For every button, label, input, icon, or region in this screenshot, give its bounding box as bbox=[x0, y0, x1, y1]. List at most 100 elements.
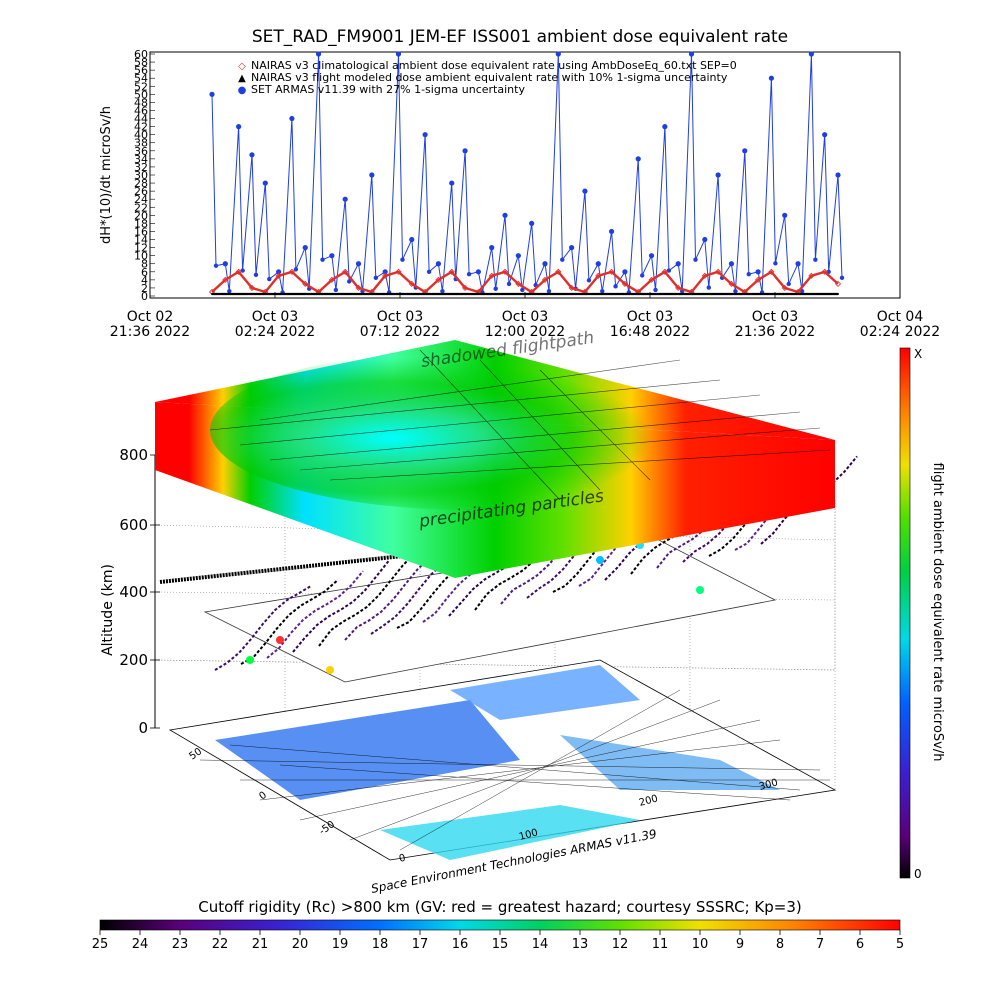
nairas-flight-modeled-point bbox=[597, 292, 600, 295]
y-tick-label: 12 bbox=[134, 242, 148, 255]
nairas-climatological-point bbox=[781, 284, 788, 291]
y-tick-label: 2 bbox=[141, 282, 148, 295]
altitude-tick-label: 0 bbox=[138, 719, 148, 737]
dose-hotspot bbox=[696, 586, 704, 594]
nairas-climatological-point bbox=[621, 280, 628, 287]
nairas-climatological-point bbox=[555, 268, 562, 275]
nairas-climatological-point bbox=[768, 268, 775, 275]
nairas-climatological-line bbox=[211, 270, 839, 294]
nairas-climatological-point bbox=[461, 284, 469, 291]
nairas-flight-modeled-point bbox=[570, 292, 573, 295]
nairas-flight-modeled-point bbox=[304, 292, 307, 295]
nairas-flight-modeled-point bbox=[237, 292, 240, 295]
nairas-flight-modeled-point bbox=[837, 292, 839, 295]
nairas-flight-modeled-point bbox=[290, 292, 293, 295]
bottom-colorbar-tick-label: 14 bbox=[532, 937, 549, 952]
armas-point bbox=[506, 281, 512, 287]
bottom-colorbar-tick-label: 11 bbox=[652, 937, 669, 952]
armas-point bbox=[693, 257, 698, 262]
altitude-tick-labels: 0 200 400 600 800 bbox=[119, 446, 160, 737]
nairas-climatological-point bbox=[568, 284, 575, 291]
armas-point bbox=[768, 75, 775, 81]
chart-title: SET_RAD_FM9001 JEM-EF ISS001 ambient dos… bbox=[252, 27, 788, 47]
y-tick-label: 44 bbox=[134, 113, 148, 126]
y-tick-label: 30 bbox=[134, 169, 148, 182]
armas-point bbox=[569, 245, 575, 251]
armas-point bbox=[808, 51, 814, 57]
nairas-climatological-point bbox=[248, 284, 256, 291]
ocean-region bbox=[215, 700, 520, 800]
y-tick-labels: 0246810121416182022242628303234363840424… bbox=[134, 48, 155, 303]
armas-point bbox=[236, 124, 242, 130]
nairas-climatological-point bbox=[302, 280, 309, 287]
y-tick-label: 56 bbox=[134, 64, 148, 77]
armas-point bbox=[369, 172, 375, 178]
altitude-axis-label: Altitude (km) bbox=[100, 564, 116, 656]
armas-point bbox=[422, 132, 428, 138]
nairas-climatological-point bbox=[448, 268, 455, 275]
nairas-flight-modeled-point bbox=[330, 292, 333, 295]
nairas-climatological-point bbox=[235, 268, 242, 275]
armas-point bbox=[835, 172, 841, 178]
armas-point bbox=[546, 288, 552, 294]
nairas-flight-modeled-point bbox=[543, 292, 546, 295]
y-tick-label: 10 bbox=[134, 250, 148, 263]
y-tick-label: 14 bbox=[134, 234, 148, 247]
nairas-flight-modeled-point bbox=[450, 292, 453, 295]
x-tick-label: 12:00 2022 bbox=[485, 324, 565, 340]
y-tick-label: 4 bbox=[141, 274, 148, 287]
y-tick-label: 36 bbox=[134, 145, 148, 158]
armas-point bbox=[653, 287, 658, 293]
bottom-colorbar-tick-label: 25 bbox=[92, 937, 109, 952]
dose-slab: shadowed flightpath precipitating partic… bbox=[155, 328, 835, 578]
armas-point bbox=[213, 263, 219, 268]
armas-point bbox=[795, 261, 801, 267]
nairas-climatological-point bbox=[701, 272, 708, 279]
armas-point bbox=[315, 51, 322, 57]
armas-point bbox=[346, 279, 352, 284]
armas-point bbox=[222, 261, 228, 267]
armas-point bbox=[333, 287, 339, 293]
bottom-colorbar-tick-label: 24 bbox=[132, 937, 149, 952]
dose-hotspot bbox=[596, 556, 604, 564]
armas-point bbox=[355, 261, 362, 267]
legend-entry: NAIRAS v3 flight modeled dose ambient eq… bbox=[251, 71, 728, 84]
y-tick-label: 42 bbox=[134, 121, 148, 134]
nairas-flight-modeled-point bbox=[264, 292, 267, 295]
y-tick-label: 46 bbox=[134, 104, 148, 117]
nairas-climatological-point bbox=[395, 268, 402, 275]
armas-point bbox=[755, 269, 761, 275]
longitude-tick-label: 100 bbox=[518, 827, 539, 843]
low-dose-region bbox=[210, 350, 730, 510]
nairas-climatological-point bbox=[608, 268, 615, 275]
bottom-colorbar-tick-label: 18 bbox=[372, 937, 389, 952]
altitude-tick-label: 800 bbox=[119, 446, 148, 464]
armas-point bbox=[329, 253, 335, 259]
armas-point bbox=[635, 156, 641, 162]
x-tick-label: 02:24 2022 bbox=[235, 324, 315, 340]
nairas-climatological-point bbox=[408, 280, 415, 287]
armas-point bbox=[400, 257, 405, 262]
armas-series-line bbox=[211, 53, 843, 293]
y-tick-label: 60 bbox=[134, 48, 148, 61]
armas-point bbox=[640, 273, 645, 278]
nairas-climatological-point bbox=[342, 268, 349, 275]
nairas-flight-modeled-point bbox=[557, 292, 560, 295]
armas-point bbox=[275, 269, 282, 275]
y-tick-label: 28 bbox=[134, 177, 148, 190]
bottom-colorbar-tick-label: 23 bbox=[172, 937, 189, 952]
bottom-colorbar-tick-label: 17 bbox=[412, 937, 429, 952]
nairas-flight-modeled-point bbox=[650, 292, 653, 295]
nairas-flight-modeled-point bbox=[637, 292, 640, 295]
nairas-flight-modeled-point bbox=[250, 292, 253, 295]
nairas-climatological-point bbox=[355, 284, 362, 291]
armas-point bbox=[786, 281, 791, 287]
nairas-flight-modeled-point bbox=[530, 292, 533, 295]
altitude-tick-label: 600 bbox=[119, 516, 148, 534]
nairas-flight-modeled-point bbox=[437, 292, 440, 295]
armas-point bbox=[426, 269, 432, 274]
ocean-region bbox=[380, 805, 640, 860]
nairas-flight-modeled-point bbox=[410, 292, 413, 295]
armas-point bbox=[249, 152, 255, 158]
nairas-climatological-point bbox=[541, 276, 549, 283]
